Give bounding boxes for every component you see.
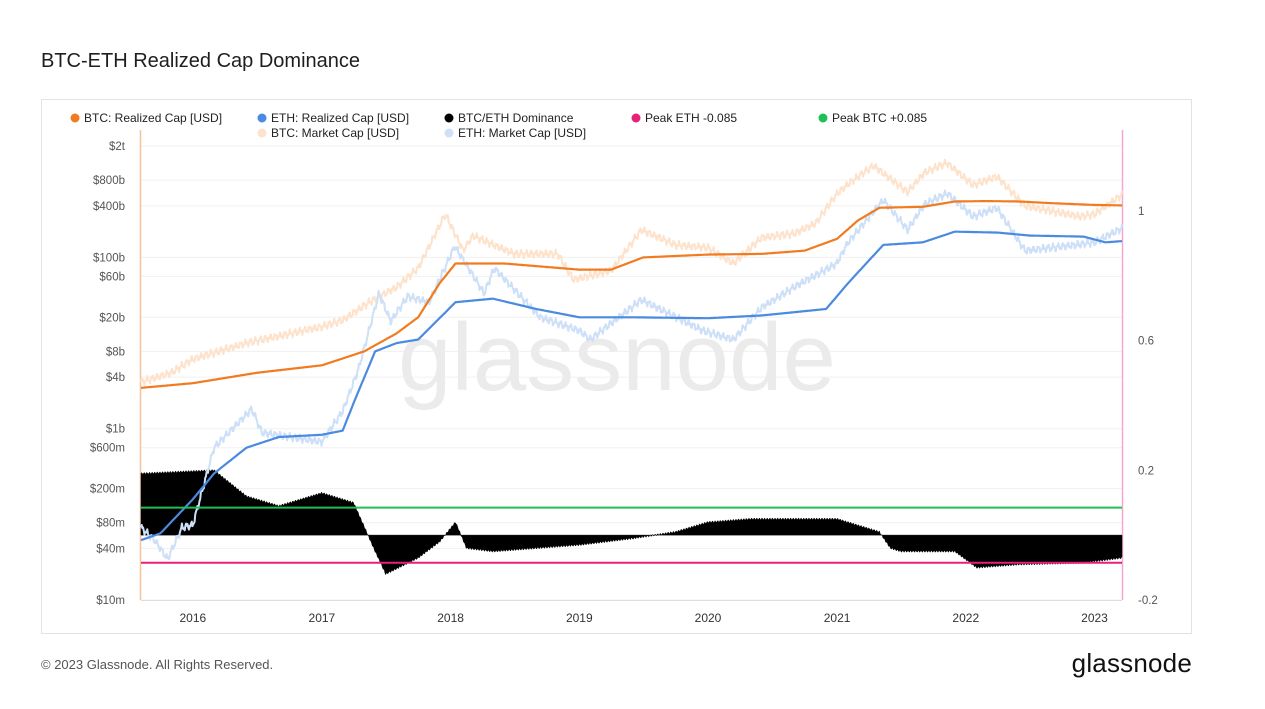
y-left-tick-label: $800b	[93, 175, 125, 187]
x-tick-label: 2017	[309, 611, 336, 625]
x-tick-label: 2019	[566, 611, 593, 625]
y-left-tick-label: $10m	[96, 595, 125, 607]
y-left-tick-label: $1b	[106, 424, 125, 436]
y-left-tick-label: $40m	[96, 543, 125, 555]
y-right-tick-label: 0.6	[1138, 336, 1154, 348]
legend-marker[interactable]	[257, 113, 267, 123]
legend-marker[interactable]	[70, 113, 80, 123]
legend-item-label[interactable]: Peak ETH -0.085	[645, 111, 737, 125]
legend-item-label[interactable]: BTC/ETH Dominance	[458, 111, 574, 125]
y-left-tick-label: $60b	[99, 271, 125, 283]
legend-marker[interactable]	[631, 113, 641, 123]
x-tick-label: 2021	[824, 611, 851, 625]
series-eth-realized-cap-usd	[140, 230, 1123, 542]
footer-brand-logo: glassnode	[1071, 648, 1192, 678]
y-axis-right-ticks: 1 0.6 0.2 -0.2	[1138, 206, 1158, 607]
y-left-tick-label: $4b	[106, 372, 125, 384]
y-axis-left-ticks: $2t $800b $400b $100b $60b $20b $8b $4b $1b $600m…	[90, 141, 126, 607]
y-left-tick-label: $200m	[90, 484, 125, 496]
y-left-tick-label: $400b	[93, 201, 125, 213]
chart-frame: glassnode $2t $800b $400b $100b $60b $20b $8b $…	[41, 99, 1192, 634]
y-left-tick-label: $2t	[109, 141, 126, 153]
x-tick-label: 2018	[437, 611, 464, 625]
legend-marker[interactable]	[818, 113, 828, 123]
y-right-tick-label: -0.2	[1138, 595, 1158, 607]
y-right-tick-label: 0.2	[1138, 465, 1154, 477]
y-left-tick-label: $80m	[96, 518, 125, 530]
footer-copyright: © 2023 Glassnode. All Rights Reserved.	[41, 657, 274, 672]
legend-item-label[interactable]: ETH: Market Cap [USD]	[458, 126, 586, 140]
x-axis-ticks: 2016 2017 2018 2019 2020 2021 2022 2023	[179, 611, 1108, 625]
y-left-tick-label: $8b	[106, 346, 125, 358]
legend-marker[interactable]	[444, 128, 454, 138]
chart-svg: glassnode $2t$800b$400b$100b$60b$20b$8b$…	[70, 111, 1158, 625]
series-btc-market-cap-usd	[140, 158, 1123, 386]
y-right-tick-label: 1	[1138, 206, 1144, 218]
series-layer	[140, 158, 1123, 576]
series-btc-eth-dominance-area	[140, 469, 1123, 576]
y-left-tick-label: $20b	[99, 312, 125, 324]
legend-marker[interactable]	[257, 128, 267, 138]
x-tick-label: 2020	[695, 611, 722, 625]
legend-item-label[interactable]: ETH: Realized Cap [USD]	[271, 111, 409, 125]
legend-item-label[interactable]: BTC: Market Cap [USD]	[271, 126, 399, 140]
legend: BTC: Realized Cap [USD] ETH: Realized Cap…	[70, 111, 927, 140]
legend-item-label[interactable]: Peak BTC +0.085	[832, 111, 927, 125]
legend-marker[interactable]	[444, 113, 454, 123]
legend-item-label[interactable]: BTC: Realized Cap [USD]	[84, 111, 222, 125]
x-tick-label: 2023	[1081, 611, 1108, 625]
y-left-tick-label: $600m	[90, 443, 125, 455]
page-title: BTC-ETH Realized Cap Dominance	[41, 50, 361, 72]
x-tick-label: 2016	[179, 611, 206, 625]
series-btc-realized-cap-usd	[140, 200, 1123, 389]
y-left-tick-label: $100b	[93, 252, 125, 264]
x-tick-label: 2022	[952, 611, 979, 625]
